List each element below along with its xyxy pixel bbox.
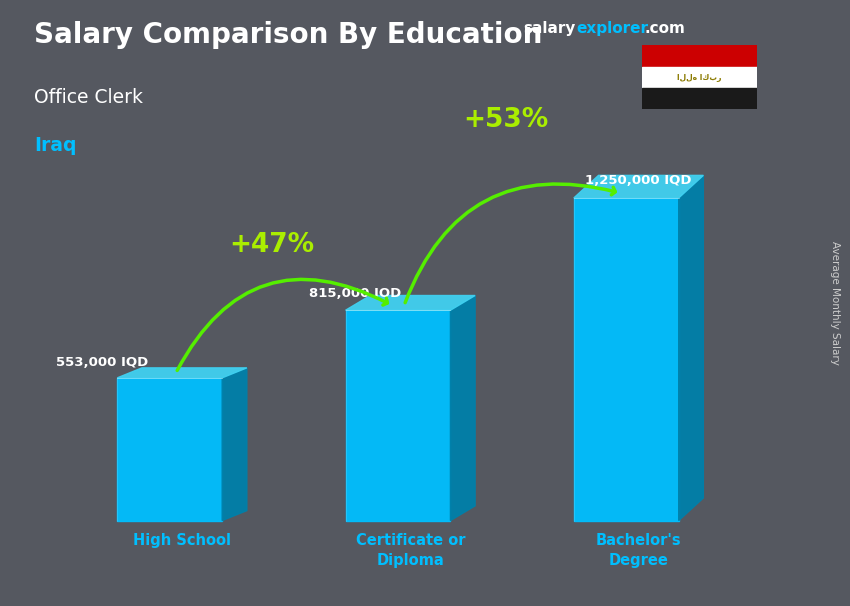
Polygon shape — [346, 310, 450, 521]
Text: 815,000 IQD: 815,000 IQD — [309, 287, 401, 301]
Text: salary: salary — [523, 21, 575, 36]
Polygon shape — [574, 198, 678, 521]
Text: 1,250,000 IQD: 1,250,000 IQD — [586, 174, 692, 187]
Polygon shape — [678, 175, 703, 521]
Polygon shape — [117, 368, 246, 378]
Polygon shape — [642, 88, 756, 109]
Text: Average Monthly Salary: Average Monthly Salary — [830, 241, 840, 365]
Text: High School: High School — [133, 533, 231, 548]
Polygon shape — [346, 296, 475, 310]
Polygon shape — [642, 45, 756, 67]
Polygon shape — [222, 368, 246, 521]
Polygon shape — [450, 296, 475, 521]
Text: Salary Comparison By Education: Salary Comparison By Education — [34, 21, 542, 49]
Text: explorer: explorer — [576, 21, 649, 36]
Text: Certificate or
Diploma: Certificate or Diploma — [355, 533, 465, 568]
Text: الله اكبر: الله اكبر — [677, 73, 722, 82]
Text: Bachelor's
Degree: Bachelor's Degree — [596, 533, 682, 568]
Text: Office Clerk: Office Clerk — [34, 88, 143, 107]
Text: Iraq: Iraq — [34, 136, 76, 155]
Text: .com: .com — [644, 21, 685, 36]
Text: +53%: +53% — [463, 107, 548, 133]
Polygon shape — [642, 67, 756, 88]
Polygon shape — [574, 175, 703, 198]
Polygon shape — [117, 378, 222, 521]
Text: 553,000 IQD: 553,000 IQD — [56, 356, 148, 369]
Text: +47%: +47% — [229, 232, 314, 258]
